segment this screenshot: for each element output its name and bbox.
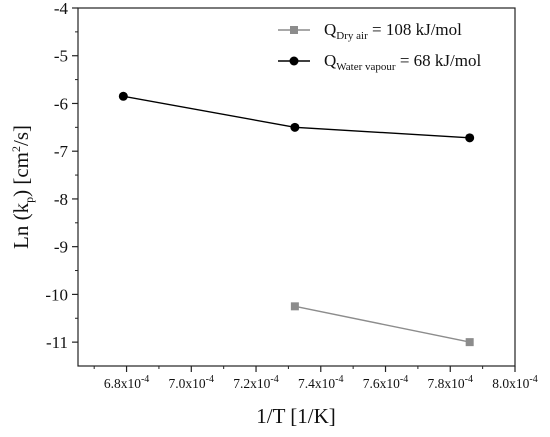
series-1 bbox=[118, 91, 475, 143]
x-tick-label: 7.0x10-4 bbox=[169, 374, 214, 391]
legend-circle-marker bbox=[289, 56, 299, 66]
y-tick-label: -9 bbox=[54, 238, 68, 257]
plot-frame bbox=[77, 7, 516, 367]
x-tick-label: 8.0x10-4 bbox=[492, 374, 537, 391]
legend-square-marker bbox=[290, 26, 298, 34]
data-point bbox=[465, 133, 475, 143]
y-axis: -4 -5 -6 -7 -8 -9 -10 -11 bbox=[45, 0, 78, 352]
legend-label-dry-air: QDry air = 108 kJ/mol bbox=[324, 20, 462, 42]
x-tick-label: 7.8x10-4 bbox=[428, 374, 473, 391]
legend-label-water-vapour: QWater vapour = 68 kJ/mol bbox=[324, 51, 481, 73]
legend: QDry air = 108 kJ/mol QWater vapour = 68… bbox=[278, 20, 481, 73]
y-tick-label: -4 bbox=[54, 0, 69, 18]
x-tick-label: 6.8x10-4 bbox=[104, 374, 149, 391]
x-axis-title: 1/T [1/K] bbox=[256, 404, 336, 428]
y-tick-label: -5 bbox=[54, 47, 68, 66]
y-axis-title: Ln (kp) [cm2/s] bbox=[9, 125, 36, 249]
y-tick-label: -6 bbox=[54, 94, 68, 113]
y-tick-label: -8 bbox=[54, 190, 68, 209]
x-tick-label: 7.2x10-4 bbox=[233, 374, 278, 391]
data-point bbox=[465, 338, 474, 347]
data-point bbox=[290, 122, 300, 132]
series-line bbox=[294, 305, 470, 343]
y-tick-label: -7 bbox=[54, 142, 69, 161]
plot-area bbox=[118, 91, 475, 347]
x-tick-label: 7.4x10-4 bbox=[298, 374, 343, 391]
y-tick-label: -11 bbox=[46, 333, 68, 352]
data-point bbox=[118, 91, 128, 101]
series-0 bbox=[290, 302, 474, 347]
series-line bbox=[123, 95, 470, 139]
legend-item-water-vapour: QWater vapour = 68 kJ/mol bbox=[278, 51, 481, 73]
data-point bbox=[290, 302, 299, 311]
x-axis: 6.8x10-4 7.0x10-4 7.2x10-4 7.4x10-4 7.6x10-4… bbox=[93, 366, 538, 391]
y-tick-label: -10 bbox=[45, 285, 68, 304]
x-tick-label: 7.6x10-4 bbox=[363, 374, 408, 391]
legend-item-dry-air: QDry air = 108 kJ/mol bbox=[278, 20, 462, 42]
